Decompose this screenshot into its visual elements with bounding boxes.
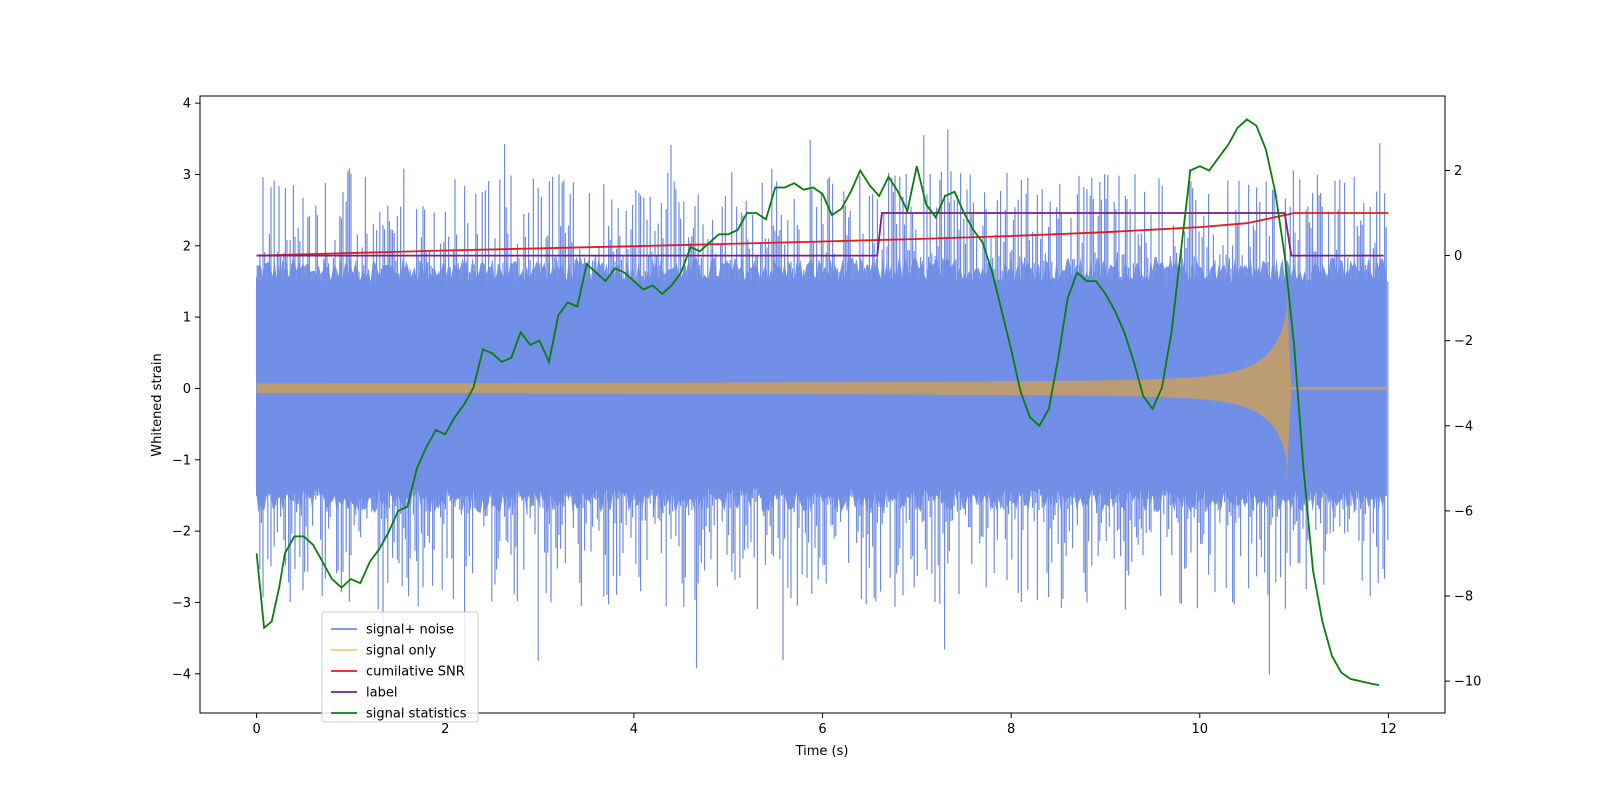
series-signal-statistics bbox=[255, 118, 1380, 687]
y2-tick-label: −10 bbox=[1454, 675, 1481, 690]
legend-label: cumilative SNR bbox=[366, 665, 465, 680]
legend-label: signal only bbox=[366, 644, 436, 659]
y-tick-label: 3 bbox=[183, 168, 191, 183]
x-tick-label: 4 bbox=[630, 722, 638, 737]
y2-tick-label: 2 bbox=[1454, 164, 1462, 179]
y2-tick-label: −4 bbox=[1454, 419, 1473, 434]
y-tick-label: 2 bbox=[183, 239, 191, 254]
y-tick-label: −3 bbox=[172, 596, 191, 611]
y-tick-label: 0 bbox=[183, 382, 191, 397]
series-label bbox=[256, 212, 1384, 257]
y2-tick-label: 0 bbox=[1454, 249, 1462, 264]
y-axis-label: Whitened strain bbox=[150, 353, 165, 456]
y-tick-label: −4 bbox=[172, 667, 191, 682]
y-axis-right: −10 −8 −6 −4 −2 0 2 bbox=[1445, 164, 1481, 690]
legend-label: signal statistics bbox=[366, 707, 467, 722]
y2-tick-label: −6 bbox=[1454, 504, 1473, 519]
y2-tick-label: −8 bbox=[1454, 589, 1473, 604]
x-tick-label: 8 bbox=[1007, 722, 1015, 737]
x-tick-label: 10 bbox=[1191, 722, 1208, 737]
y-axis-left: −4 −3 −2 −1 0 1 2 3 4 bbox=[172, 97, 200, 682]
x-tick-label: 6 bbox=[818, 722, 826, 737]
y2-tick-label: −2 bbox=[1454, 334, 1473, 349]
x-tick-label: 0 bbox=[252, 722, 260, 737]
legend: signal+ noise signal only cumilative SNR la… bbox=[321, 611, 479, 723]
plot-area bbox=[255, 118, 1389, 687]
x-tick-label: 12 bbox=[1380, 722, 1397, 737]
series-cumilative-snr bbox=[256, 212, 1389, 257]
legend-label: signal+ noise bbox=[366, 623, 454, 638]
legend-box bbox=[321, 611, 479, 723]
y-tick-label: 1 bbox=[183, 311, 191, 326]
series-signal-only bbox=[256, 288, 1389, 481]
y-tick-label: −2 bbox=[172, 525, 191, 540]
x-axis-label: Time (s) bbox=[795, 744, 849, 759]
y-tick-label: −1 bbox=[172, 453, 191, 468]
x-tick-label: 2 bbox=[441, 722, 449, 737]
legend-label: label bbox=[366, 686, 397, 701]
x-axis: 0 2 4 6 8 10 12 bbox=[252, 713, 1397, 737]
y-tick-label: 4 bbox=[183, 97, 191, 112]
